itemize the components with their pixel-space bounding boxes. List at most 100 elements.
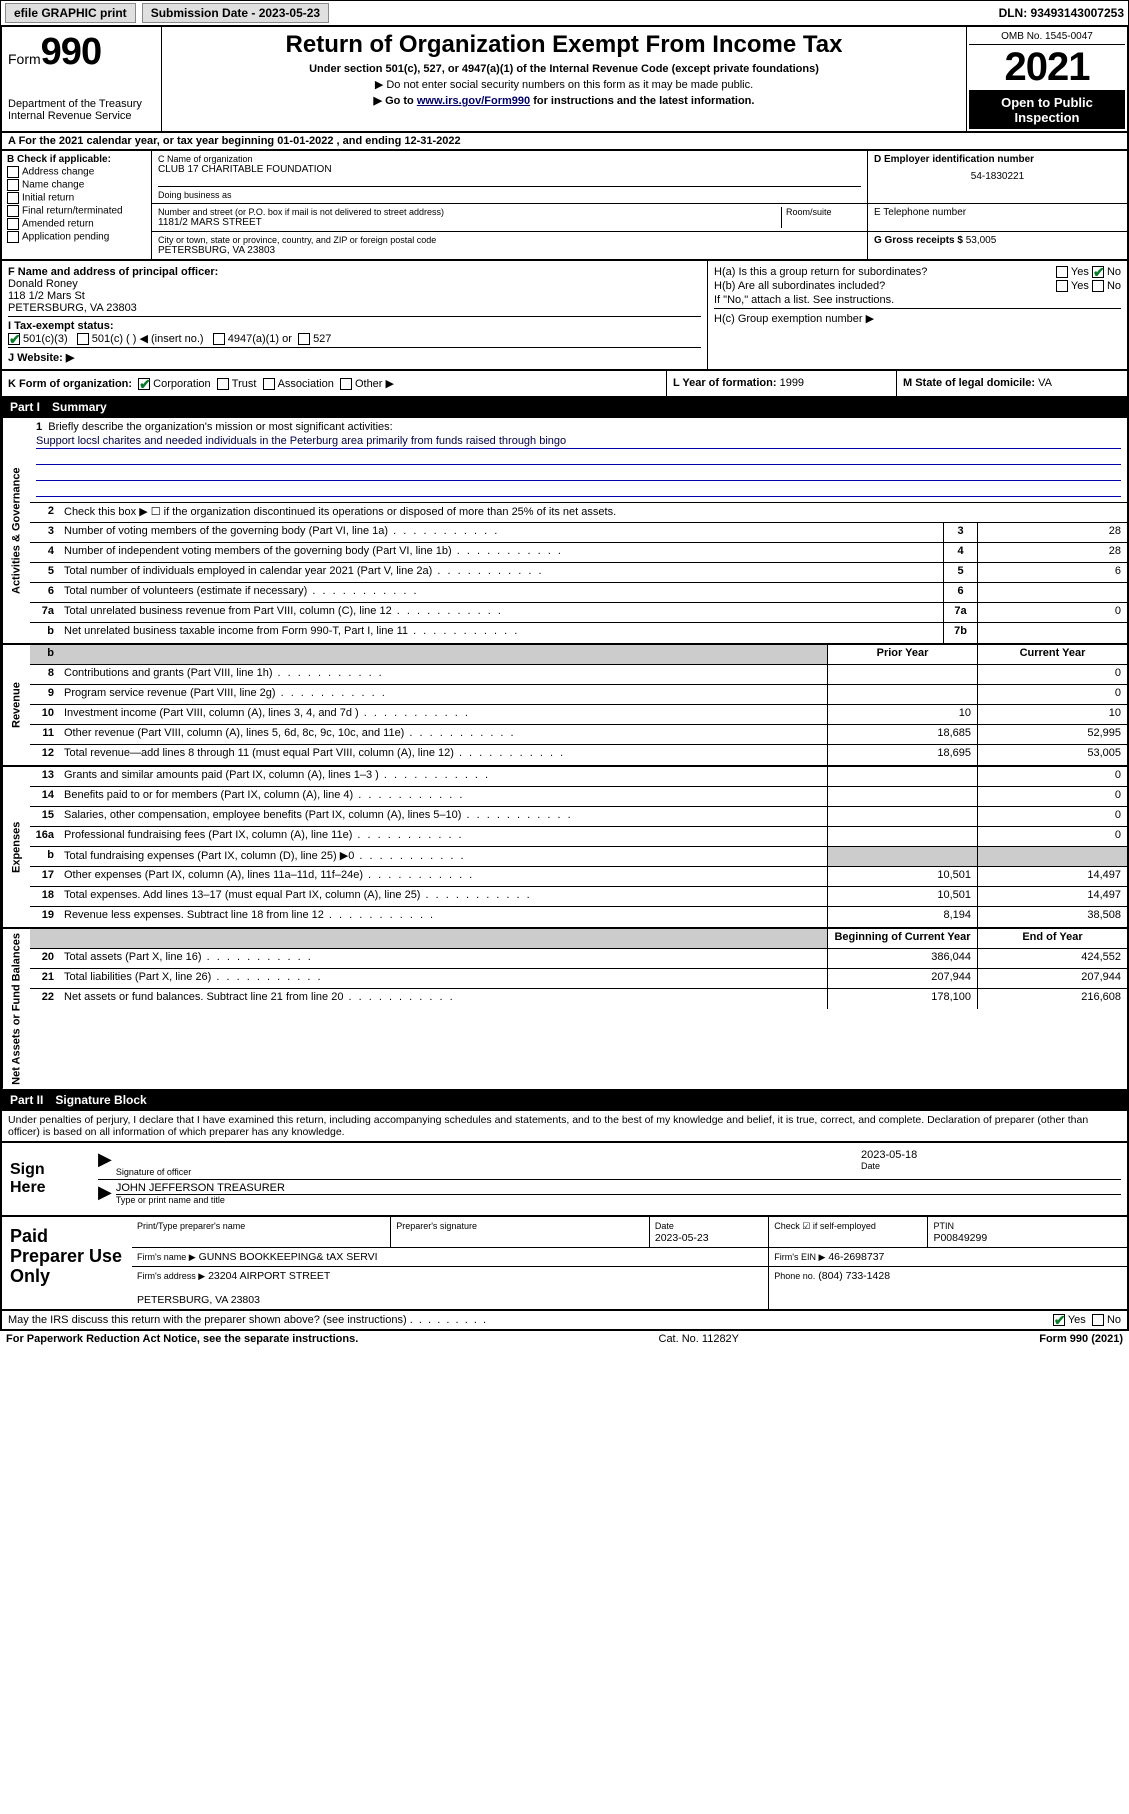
prior-year-header: Prior Year [827, 645, 977, 664]
chk-501c3[interactable] [8, 333, 20, 345]
ha-no[interactable] [1092, 266, 1104, 278]
firm-addr-label: Firm's address ▶ [137, 1271, 205, 1281]
form-header: Form990 Department of the Treasury Inter… [0, 26, 1129, 133]
part1-header: Part I Summary [0, 398, 1129, 418]
form-label: Form [8, 51, 41, 67]
beginning-year-header: Beginning of Current Year [827, 929, 977, 948]
irs-label: Internal Revenue Service [8, 110, 155, 122]
ha-yes[interactable] [1056, 266, 1068, 278]
paid-preparer-label: Paid Preparer Use Only [2, 1217, 132, 1309]
header-middle: Return of Organization Exempt From Incom… [162, 27, 967, 131]
firm-name: GUNNS BOOKKEEPING& tAX SERVI [199, 1251, 378, 1263]
rev-line-11: 11Other revenue (Part VIII, column (A), … [30, 725, 1127, 745]
discuss-yes[interactable] [1053, 1314, 1065, 1326]
revenue-header-row: b Prior Year Current Year [30, 645, 1127, 665]
section-expenses: Expenses 13Grants and similar amounts pa… [0, 767, 1129, 929]
chk-association[interactable] [263, 378, 275, 390]
org-name: CLUB 17 CHARITABLE FOUNDATION [158, 164, 861, 175]
chk-corporation[interactable] [138, 378, 150, 390]
irs-discuss-row: May the IRS discuss this return with the… [0, 1311, 1129, 1331]
h-note: If "No," attach a list. See instructions… [714, 294, 1121, 306]
chk-4947[interactable] [213, 333, 225, 345]
section-governance: Activities & Governance 1 Briefly descri… [0, 418, 1129, 645]
hb-yes[interactable] [1056, 280, 1068, 292]
line2-text: Check this box ▶ ☐ if the organization d… [60, 503, 1127, 522]
header-info-block: B Check if applicable: Address change Na… [0, 151, 1129, 261]
firm-addr1: 23204 AIRPORT STREET [208, 1270, 330, 1282]
chk-527[interactable] [298, 333, 310, 345]
form-subtitle: Under section 501(c), 527, or 4947(a)(1)… [170, 63, 958, 75]
chk-initial-return[interactable]: Initial return [7, 192, 146, 204]
block-l: L Year of formation: 1999 [667, 371, 897, 396]
rev-line-9: 9Program service revenue (Part VIII, lin… [30, 685, 1127, 705]
discuss-no[interactable] [1092, 1314, 1104, 1326]
block-e-phone: E Telephone number [867, 204, 1127, 231]
gov-line-5: 5Total number of individuals employed in… [30, 563, 1127, 583]
part2-title: Signature Block [55, 1093, 146, 1107]
revenue-body: b Prior Year Current Year 8Contributions… [30, 645, 1127, 765]
form-ref: Form 990 (2021) [1039, 1333, 1123, 1345]
prep-date: 2023-05-23 [655, 1232, 709, 1244]
chk-amended-return[interactable]: Amended return [7, 218, 146, 230]
chk-501c[interactable] [77, 333, 89, 345]
efile-print-button[interactable]: efile GRAPHIC print [5, 3, 136, 23]
irs-link[interactable]: www.irs.gov/Form990 [417, 95, 530, 107]
section-net-assets: Net Assets or Fund Balances Beginning of… [0, 929, 1129, 1091]
sign-here-block: Sign Here ▶ Signature of officer 2023-05… [0, 1143, 1129, 1217]
block-c-name: C Name of organization CLUB 17 CHARITABL… [152, 151, 867, 203]
hb-no[interactable] [1092, 280, 1104, 292]
firm-name-label: Firm's name ▶ [137, 1252, 196, 1262]
governance-body: 1 Briefly describe the organization's mi… [30, 418, 1127, 643]
block-i: I Tax-exempt status: 501(c)(3) 501(c) ( … [8, 316, 701, 345]
ssn-warning: ▶ Do not enter social security numbers o… [170, 78, 958, 91]
d-label: D Employer identification number [874, 154, 1121, 165]
prep-date-label: Date [655, 1221, 674, 1231]
opt-501c: 501(c) ( ) ◀ (insert no.) [92, 333, 204, 345]
ha-label: H(a) Is this a group return for subordin… [714, 266, 927, 278]
chk-final-return[interactable]: Final return/terminated [7, 205, 146, 217]
officer-name-title: JOHN JEFFERSON TREASURER [116, 1182, 1121, 1195]
line1-label: Briefly describe the organization's miss… [48, 421, 392, 433]
officer-name: Donald Roney [8, 278, 78, 290]
col-b-label: B Check if applicable: [7, 154, 146, 165]
discuss-no-label: No [1107, 1314, 1121, 1326]
chk-name-change[interactable]: Name change [7, 179, 146, 191]
block-m: M State of legal domicile: VA [897, 371, 1127, 396]
chk-trust[interactable] [217, 378, 229, 390]
signature-arrow-icon: ▶ [98, 1149, 112, 1177]
chk-application-pending[interactable]: Application pending [7, 231, 146, 243]
signature-declaration: Under penalties of perjury, I declare th… [0, 1111, 1129, 1143]
chk-other[interactable] [340, 378, 352, 390]
efile-topbar: efile GRAPHIC print Submission Date - 20… [0, 0, 1129, 26]
row-k-l-m: K Form of organization: Corporation Trus… [0, 371, 1129, 398]
firm-ein: 46-2698737 [828, 1251, 884, 1263]
gov-line-b: bNet unrelated business taxable income f… [30, 623, 1127, 643]
e-label: E Telephone number [874, 207, 1121, 218]
discuss-text: May the IRS discuss this return with the… [8, 1314, 1053, 1326]
gov-line-3: 3Number of voting members of the governi… [30, 523, 1127, 543]
block-g-gross: G Gross receipts $ 53,005 [867, 232, 1127, 259]
chk-address-change[interactable]: Address change [7, 166, 146, 178]
name-arrow-icon: ▶ [98, 1182, 112, 1205]
vlabel-revenue: Revenue [2, 645, 30, 765]
self-employed-check[interactable]: Check ☑ if self-employed [774, 1221, 876, 1231]
goto-post: for instructions and the latest informat… [530, 95, 754, 107]
state-domicile: VA [1038, 377, 1052, 389]
opt-corporation: Corporation [153, 378, 210, 390]
opt-other: Other ▶ [355, 378, 394, 390]
line-a-tax-year: A For the 2021 calendar year, or tax yea… [0, 133, 1129, 151]
gross-receipts-value: 53,005 [966, 235, 997, 246]
sign-date-label: Date [861, 1161, 1121, 1171]
block-c-city: City or town, state or province, country… [152, 232, 867, 259]
prep-sig-label: Preparer's signature [396, 1221, 477, 1231]
officer-addr1: 118 1/2 Mars St [8, 290, 85, 302]
officer-addr2: PETERSBURG, VA 23803 [8, 302, 137, 314]
firm-phone-label: Phone no. [774, 1271, 815, 1281]
officer-signature-row: ▶ Signature of officer 2023-05-18 Date [98, 1149, 1121, 1180]
firm-addr2: PETERSBURG, VA 23803 [137, 1294, 260, 1306]
omb-number: OMB No. 1545-0047 [969, 29, 1125, 45]
block-f: F Name and address of principal officer:… [8, 266, 701, 314]
dln-label: DLN: 93493143007253 [999, 6, 1124, 20]
mission-blank2 [36, 467, 1121, 481]
net-body: Beginning of Current Year End of Year 20… [30, 929, 1127, 1089]
